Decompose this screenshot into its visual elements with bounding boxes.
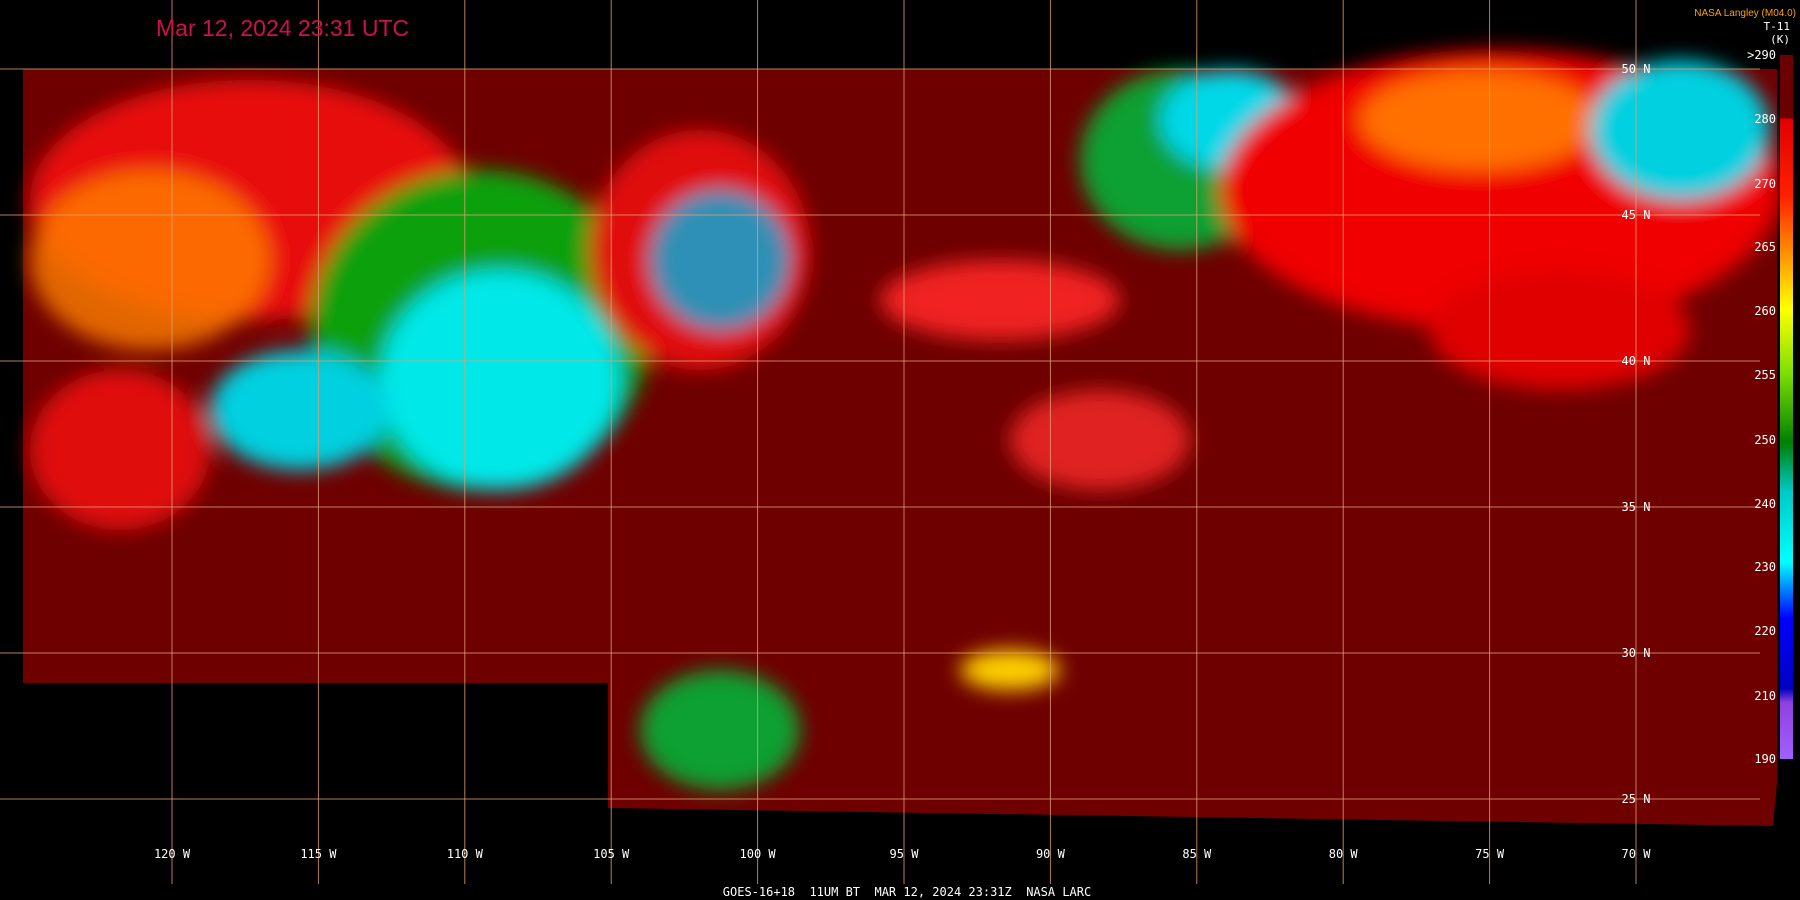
colorbar-label: 265 [1754,240,1776,254]
unit: (K) [1770,33,1790,46]
longitude-label: 75 W [1475,847,1505,861]
latitude-label: 40 N [1622,354,1651,368]
longitude-label: 120 W [154,847,191,861]
colorbar-label: 240 [1754,497,1776,511]
latitude-label: 35 N [1622,500,1651,514]
longitude-label: 100 W [740,847,777,861]
longitude-label: 105 W [593,847,630,861]
title: Mar 12, 2024 23:31 UTC [156,15,409,41]
cloud-field [30,50,1780,790]
longitude-label: 115 W [300,847,337,861]
longitude-label: 110 W [447,847,484,861]
longitude-label: 95 W [890,847,920,861]
longitude-label: 80 W [1329,847,1359,861]
latitude-label: 25 N [1622,792,1651,806]
longitude-label: 70 W [1622,847,1652,861]
colorbar-label: 270 [1754,177,1776,191]
product: T-11 [1764,20,1791,33]
longitude-label: 85 W [1182,847,1212,861]
latitude-label: 50 N [1622,62,1651,76]
longitude-label: 90 W [1036,847,1066,861]
lat-lon-grid [0,0,1760,884]
imagery [23,50,1780,826]
colorbar-label: 260 [1754,304,1776,318]
colorbar-label: 255 [1754,368,1776,382]
footer: GOES-16+18 11UM BT MAR 12, 2024 23:31Z N… [723,885,1091,899]
latitude-label: 45 N [1622,208,1651,222]
source: NASA Langley (M04.0) [1694,8,1796,19]
labels: 120 W 115 W 110 W 105 W 100 W 95 W 90 W 85 W 80 … [154,48,1776,861]
colorbar-label: 220 [1754,624,1776,638]
colorbar-label: 280 [1754,112,1776,126]
colorbar-label: 250 [1754,433,1776,447]
latitude-label: 30 N [1622,646,1651,660]
colorbar-label: 230 [1754,560,1776,574]
colorbar-label: 210 [1754,689,1776,703]
colorbar [1780,55,1793,759]
colorbar-label: >290 [1747,48,1776,62]
colorbar-label: 190 [1754,752,1776,766]
